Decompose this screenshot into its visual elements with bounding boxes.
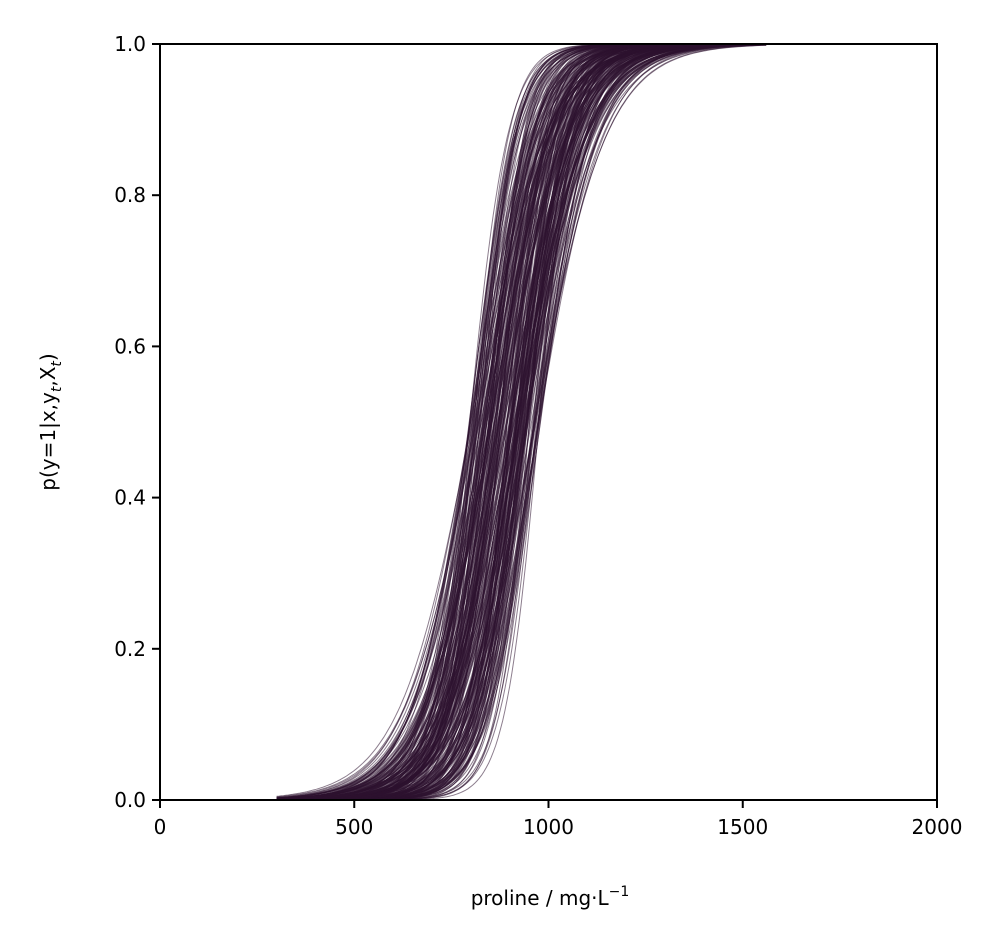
y-tick-label: 1.0 [114,32,146,56]
x-axis-ticks: 0 500 1000 1500 2000 [154,800,963,839]
x-axis-label: proline / mg·L−1 [471,884,630,910]
y-tick-label: 0.8 [114,183,146,207]
y-tick-label: 0.6 [114,334,146,358]
x-tick-label: 1500 [717,815,768,839]
curve-band [276,43,767,801]
posterior-curve [276,44,767,801]
posterior-curve [276,44,767,800]
y-axis-ticks: 0.0 0.2 0.4 0.6 0.8 1.0 [114,32,160,812]
x-tick-label: 500 [335,815,373,839]
posterior-curve [276,43,767,800]
y-tick-label: 0.4 [114,486,146,510]
y-tick-label: 0.2 [114,637,146,661]
y-tick-label: 0.0 [114,788,146,812]
x-tick-label: 1000 [523,815,574,839]
x-tick-label: 2000 [912,815,963,839]
x-tick-label: 0 [154,815,167,839]
y-axis-label: p(y=1|x,yt,Xt) [36,353,65,490]
